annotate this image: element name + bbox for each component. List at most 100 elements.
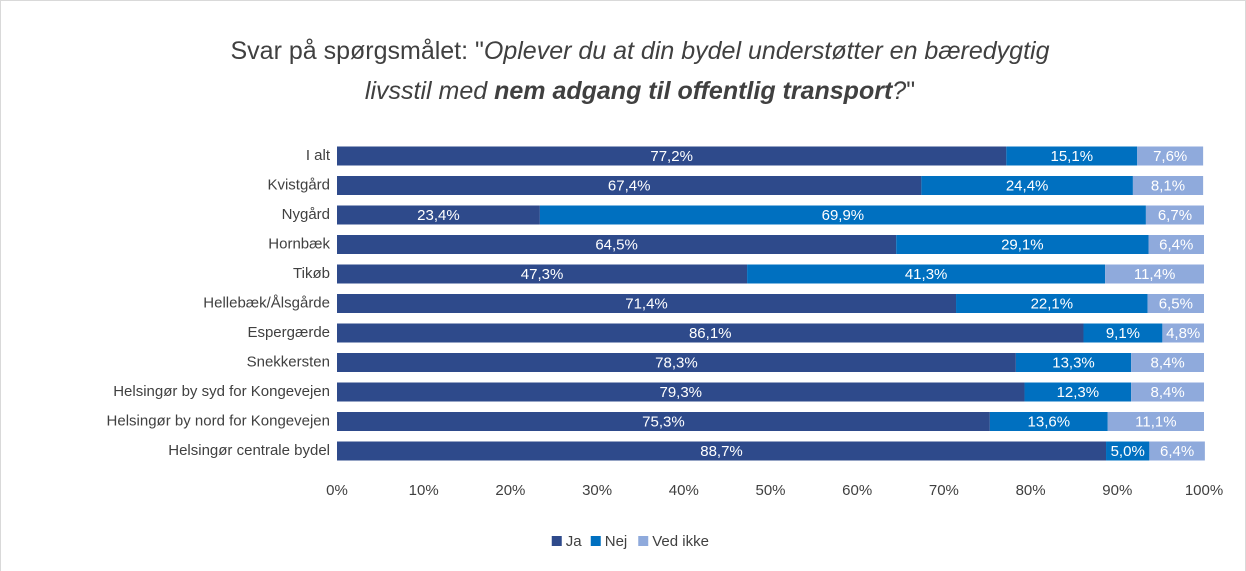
value-label: 22,1% — [1031, 295, 1074, 312]
value-label: 24,4% — [1006, 177, 1049, 194]
x-tick-label: 60% — [842, 482, 872, 499]
x-tick-label: 0% — [326, 482, 348, 499]
value-label: 12,3% — [1057, 384, 1100, 401]
category-label: Hellebæk/Ålsgårde — [203, 294, 330, 311]
bar-segment — [539, 205, 1146, 225]
legend-swatch — [590, 536, 601, 546]
bar-segment — [956, 294, 1148, 313]
x-tick-label: 10% — [409, 482, 439, 499]
bar-segment — [337, 264, 748, 284]
title-part: livsstil med — [365, 77, 494, 105]
value-label: 78,3% — [655, 354, 698, 371]
category-label: Helsingør by syd for Kongevejen — [113, 383, 330, 400]
category-label: Tikøb — [293, 265, 330, 282]
legend-label: Nej — [605, 533, 628, 550]
category-label: Nygård — [282, 206, 330, 223]
category-label: Espergærde — [247, 324, 330, 341]
bar-segment — [1083, 323, 1163, 343]
value-label: 77,2% — [650, 148, 693, 165]
category-label: Snekkersten — [247, 353, 330, 370]
bar-segment — [1015, 353, 1132, 372]
value-label: 11,4% — [1134, 266, 1175, 283]
bar-segment — [337, 235, 897, 254]
x-tick-label: 70% — [929, 482, 959, 499]
value-label: 6,7% — [1158, 207, 1192, 224]
value-label: 41,3% — [905, 266, 948, 283]
value-label: 15,1% — [1051, 148, 1094, 165]
x-tick-label: 50% — [755, 482, 785, 499]
value-label: 11,1% — [1135, 413, 1176, 430]
value-label: 67,4% — [608, 177, 651, 194]
value-label: 75,3% — [642, 413, 685, 430]
bar-segment — [1106, 441, 1150, 461]
value-label: 9,1% — [1106, 325, 1140, 342]
bar-segment — [337, 146, 1007, 166]
x-tick-label: 80% — [1016, 482, 1046, 499]
bar-segment — [1147, 294, 1204, 313]
value-label: 86,1% — [689, 325, 732, 342]
bar-segment — [896, 235, 1149, 254]
bar-segment — [337, 412, 990, 431]
value-label: 8,4% — [1150, 384, 1184, 401]
bar-segment — [337, 205, 540, 225]
bar-segment — [1162, 323, 1204, 343]
bar-segment — [1131, 353, 1204, 372]
category-label: Hornbæk — [268, 235, 330, 252]
value-label: 6,4% — [1159, 236, 1193, 253]
bar-segment — [337, 294, 957, 313]
bar-segment — [921, 176, 1133, 195]
value-label: 88,7% — [700, 443, 743, 460]
bar-segment — [1145, 205, 1204, 225]
bar-segment — [337, 176, 922, 195]
bar-segment — [1006, 146, 1138, 166]
category-label: Kvistgård — [267, 176, 330, 193]
category-label: Helsingør centrale bydel — [168, 442, 330, 459]
bar-segment — [747, 264, 1106, 284]
bar-segment — [337, 382, 1025, 402]
value-label: 79,3% — [659, 384, 702, 401]
x-tick-label: 100% — [1185, 482, 1223, 499]
value-label: 5,0% — [1111, 443, 1145, 460]
title-part: nem adgang til offentlig transport — [494, 77, 894, 105]
bar-segment — [1131, 382, 1204, 402]
value-label: 8,1% — [1151, 177, 1185, 194]
bar-segment — [337, 323, 1084, 343]
legend-label: Ja — [566, 533, 583, 550]
chart-title-line-2: livsstil med nem adgang til offentlig tr… — [365, 77, 915, 105]
bar-segment — [1137, 146, 1204, 166]
legend-swatch — [638, 536, 649, 546]
bar-segment — [337, 353, 1016, 372]
value-label: 69,9% — [822, 207, 865, 224]
bar-segment — [1105, 264, 1204, 284]
x-tick-label: 40% — [669, 482, 699, 499]
bar-segment — [989, 412, 1108, 431]
legend-label: Ved ikke — [652, 533, 709, 550]
value-label: 13,6% — [1028, 413, 1071, 430]
value-label: 4,8% — [1166, 325, 1200, 342]
x-tick-label: 90% — [1102, 482, 1132, 499]
bar-segment — [1107, 412, 1204, 431]
bar-segment — [1149, 441, 1205, 461]
category-label: Helsingør by nord for Kongevejen — [107, 412, 330, 429]
value-label: 7,6% — [1153, 148, 1187, 165]
title-part: Oplever du at din bydel understøtter en … — [484, 37, 1050, 65]
title-part: Svar på spørgsmålet: " — [230, 37, 483, 65]
bar-segment — [1024, 382, 1132, 402]
title-part: ? — [892, 77, 906, 105]
value-label: 47,3% — [521, 266, 564, 283]
value-label: 8,4% — [1150, 354, 1184, 371]
legend-swatch — [551, 536, 562, 546]
value-label: 6,4% — [1160, 443, 1194, 460]
value-label: 13,3% — [1052, 354, 1095, 371]
value-label: 6,5% — [1159, 295, 1193, 312]
bar-segment — [1132, 176, 1204, 195]
bar-segment — [1148, 235, 1204, 254]
x-tick-label: 30% — [582, 482, 612, 499]
value-label: 71,4% — [625, 295, 668, 312]
value-label: 23,4% — [417, 207, 460, 224]
chart-title-line-1: Svar på spørgsmålet: "Oplever du at din … — [230, 37, 1049, 65]
title-part: " — [906, 77, 915, 105]
value-label: 29,1% — [1001, 236, 1044, 253]
